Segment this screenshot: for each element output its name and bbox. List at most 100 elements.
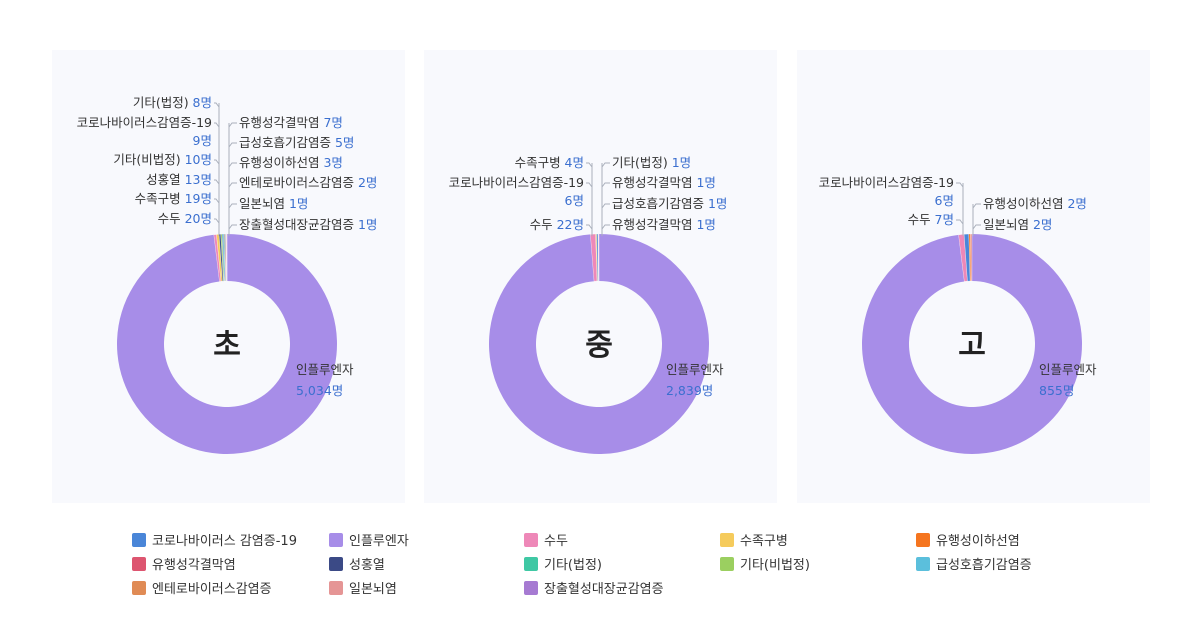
leader-tick-left-4 xyxy=(214,198,220,204)
slice-label-4: 기타(비법정) 10명 xyxy=(113,152,212,167)
slice-name-11: 일본뇌염 xyxy=(239,196,289,211)
leader-tick-right-5 xyxy=(228,224,237,230)
leader-tick-left-0 xyxy=(586,162,593,168)
main-slice-label: 인플루엔자 xyxy=(296,362,354,377)
legend-item-7[interactable]: 기타(법정) xyxy=(524,554,602,573)
main-slice-label: 인플루엔자 xyxy=(1039,362,1097,377)
slice-label-6: 기타(법정) 8명 xyxy=(133,95,212,110)
main-slice-value: 855명 xyxy=(1039,383,1074,398)
legend-label: 수족구병 xyxy=(740,534,788,549)
donut-slice-4[interactable] xyxy=(970,233,973,282)
slice-label-12: 장출혈성대장균감염증 1명 xyxy=(239,217,377,232)
legend-item-9[interactable]: 급성호흡기감염증 xyxy=(916,554,1032,573)
leader-tick-right-4 xyxy=(228,203,237,209)
main-slice-value: 2,839명 xyxy=(666,383,713,398)
legend-item-10[interactable]: 엔테로바이러스감염증 xyxy=(132,578,272,597)
legend-swatch xyxy=(329,556,343,571)
legend-item-8[interactable]: 기타(비법정) xyxy=(720,554,810,573)
leader-tick-right-1 xyxy=(228,142,237,148)
slice-name-1: 수두 xyxy=(530,217,557,232)
slice-label-3: 코로나바이러스감염증-19 xyxy=(449,175,584,190)
legend-label: 인플루엔자 xyxy=(349,534,409,549)
legend-item-0[interactable]: 코로나바이러스 감염증-19 xyxy=(132,530,297,549)
leader-tick-right-0 xyxy=(601,162,610,168)
legend-label: 급성호흡기감염증 xyxy=(936,558,1032,573)
leader-tick-left-2 xyxy=(586,224,593,230)
slice-value-1: 22명 xyxy=(557,217,584,232)
slice-label-7: 유행성각결막염 1명 xyxy=(612,217,716,232)
leader-tick-right-3 xyxy=(601,224,610,230)
slice-name-10: 엔테로바이러스감염증 xyxy=(239,175,358,190)
legend-swatch xyxy=(916,556,930,571)
legend-item-1[interactable]: 인플루엔자 xyxy=(329,530,409,549)
legend-label: 성홍열 xyxy=(349,558,385,573)
slice-value-2: 19명 xyxy=(185,191,212,206)
leader-lines xyxy=(586,162,610,236)
slice-label-1: 수두 22명 xyxy=(530,217,584,232)
legend-swatch xyxy=(916,532,930,547)
slice-name-1: 수두 xyxy=(158,211,185,226)
legend-item-2[interactable]: 수두 xyxy=(524,530,568,549)
main-slice-value: 5,034명 xyxy=(296,383,343,398)
slice-name-7: 유행성각결막염 xyxy=(239,115,323,130)
slice-name-4: 일본뇌염 xyxy=(983,217,1033,232)
slice-value-11: 1명 xyxy=(289,196,308,211)
slice-label-7: 유행성각결막염 7명 xyxy=(239,115,343,130)
legend-item-12[interactable]: 장출혈성대장균감염증 xyxy=(524,578,664,597)
legend-label: 유행성이하선염 xyxy=(936,534,1020,549)
legend-item-4[interactable]: 유행성이하선염 xyxy=(916,530,1020,549)
donut-slice-0[interactable] xyxy=(488,234,709,454)
leader-tick-left-1 xyxy=(956,219,964,225)
slice-value-12: 1명 xyxy=(358,217,377,232)
slice-value-9: 3명 xyxy=(323,155,342,170)
legend-label: 장출혈성대장균감염증 xyxy=(544,582,664,597)
legend-label: 기타(비법정) xyxy=(740,558,810,573)
leader-tick-left-3 xyxy=(214,179,220,185)
slice-value-6: 1명 xyxy=(708,196,727,211)
donut-slices xyxy=(488,233,709,454)
legend-label: 기타(법정) xyxy=(544,558,602,573)
slice-name-5: 유행성각결막염 xyxy=(612,175,696,190)
slice-label-5: 코로나바이러스감염증-19 xyxy=(77,115,212,130)
slice-name-2: 수족구병 xyxy=(515,155,565,170)
slice-label-4: 기타(법정) 1명 xyxy=(612,155,691,170)
leader-tick-right-2 xyxy=(228,162,237,168)
donut-panel-high: 코로나바이러스감염증-19 6명 수두 7명 유행성이하선염 2명 일본뇌염 2명 인플루… xyxy=(797,50,1150,503)
slice-name-9: 유행성이하선염 xyxy=(239,155,323,170)
donut-slice-0[interactable] xyxy=(116,234,337,454)
leader-tick-right-3 xyxy=(228,182,237,188)
legend-item-3[interactable]: 수족구병 xyxy=(720,530,788,549)
slice-label-2: 수족구병 4명 xyxy=(515,155,584,170)
legend-item-11[interactable]: 일본뇌염 xyxy=(329,578,397,597)
donut-center-label: 초 xyxy=(213,328,241,363)
slice-value-3: 6명 xyxy=(565,193,584,208)
legend-swatch xyxy=(720,556,734,571)
slice-name-3: 유행성이하선염 xyxy=(983,196,1067,211)
legend-item-5[interactable]: 유행성각결막염 xyxy=(132,554,236,573)
legend-item-6[interactable]: 성홍열 xyxy=(329,554,385,573)
slice-value-4: 2명 xyxy=(1033,217,1052,232)
slice-name-4: 기타(비법정) xyxy=(113,152,184,167)
slice-value-4: 10명 xyxy=(185,152,212,167)
legend-swatch xyxy=(329,532,343,547)
donut-slices xyxy=(116,233,337,454)
leader-tick-right-0 xyxy=(972,203,981,209)
slice-value-5: 9명 xyxy=(193,133,212,148)
slice-name-6: 기타(법정) xyxy=(133,95,193,110)
slice-name-2: 수족구병 xyxy=(135,191,185,206)
slice-name-3: 성홍열 xyxy=(146,172,184,187)
legend-swatch xyxy=(329,580,343,595)
slice-value-7: 1명 xyxy=(696,217,715,232)
slice-label-3: 성홍열 13명 xyxy=(146,172,212,187)
donut-slices xyxy=(862,233,1082,454)
slice-label-1: 수두 20명 xyxy=(158,211,212,226)
legend-label: 코로나바이러스 감염증-19 xyxy=(152,534,297,549)
leader-tick-left-2 xyxy=(214,159,220,165)
leader-lines xyxy=(956,182,981,236)
donut-slice-0[interactable] xyxy=(862,234,1082,454)
slice-label-10: 엔테로바이러스감염증 2명 xyxy=(239,175,377,190)
